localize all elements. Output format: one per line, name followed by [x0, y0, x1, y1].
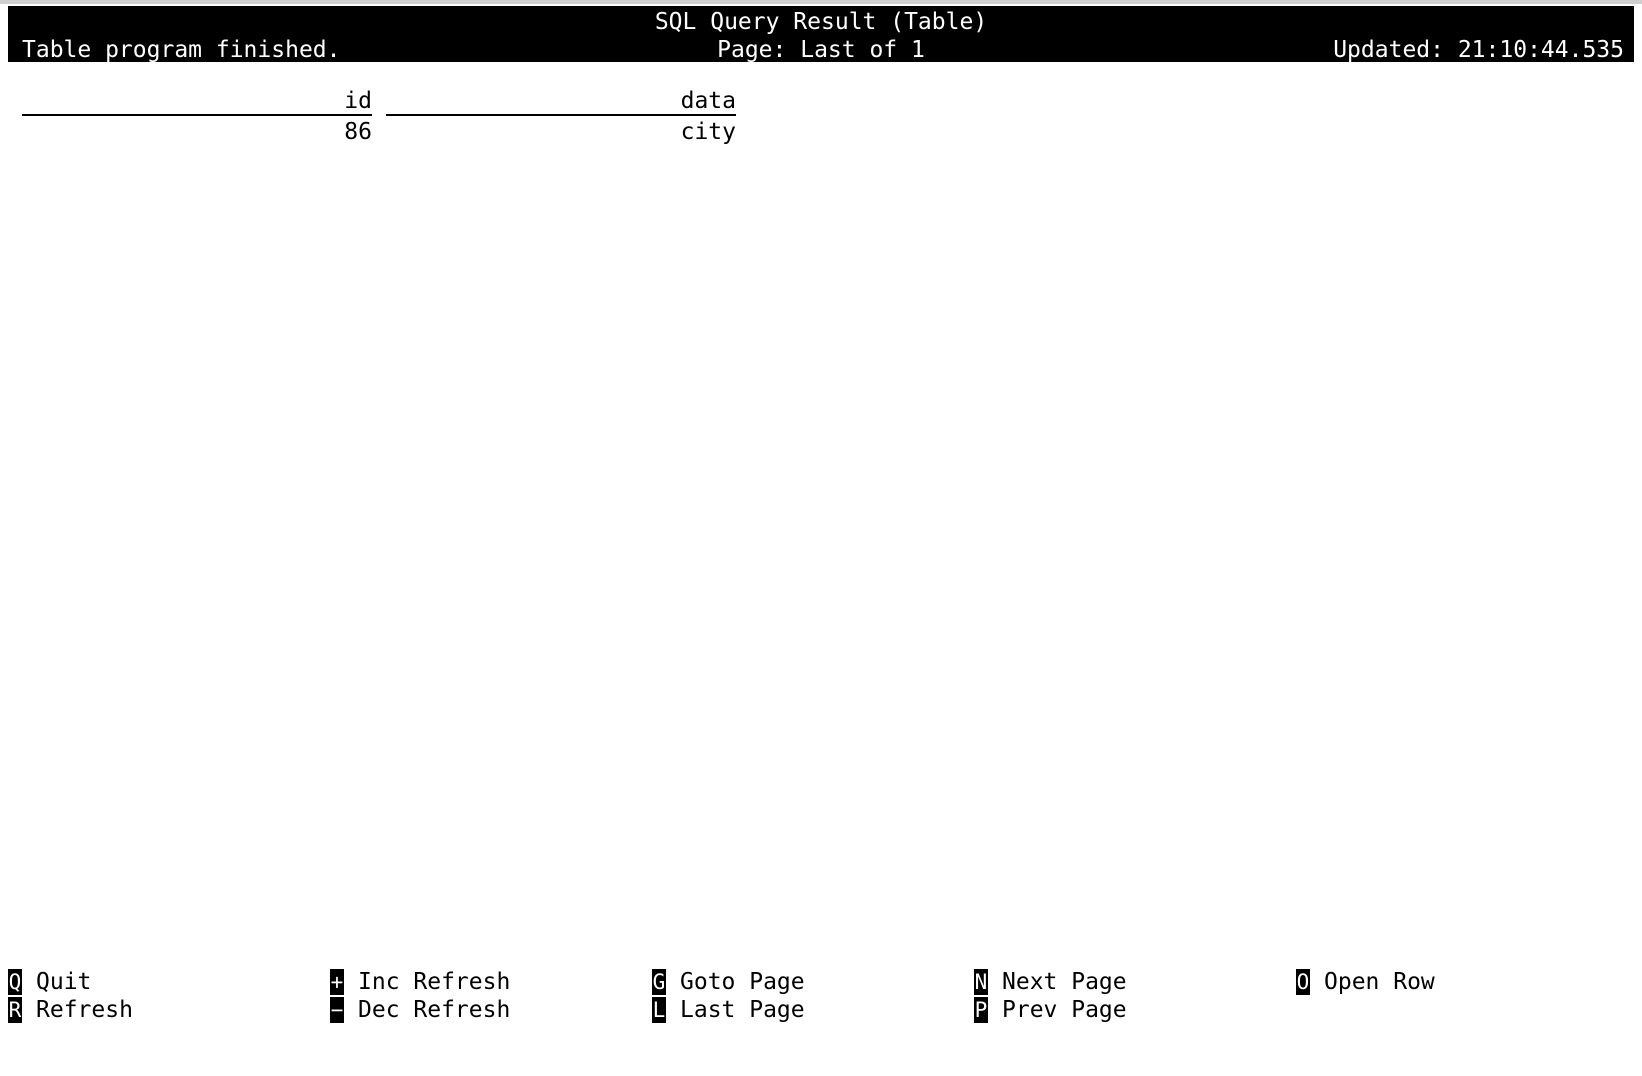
quit-label: Quit — [36, 969, 92, 995]
dec-refresh-command[interactable]: − Dec Refresh — [330, 996, 510, 1024]
window-title: SQL Query Result (Table) — [654, 9, 988, 35]
inc-refresh-label: Inc Refresh — [358, 969, 511, 995]
title-bar: SQL Query Result (Table) Table program f… — [8, 6, 1634, 63]
prev-page-key: P — [974, 997, 988, 1023]
inc-refresh-command[interactable]: + Inc Refresh — [330, 968, 510, 996]
window-top-border — [0, 0, 1642, 4]
open-row-label: Open Row — [1324, 969, 1435, 995]
refresh-command[interactable]: R Refresh — [8, 996, 133, 1024]
open-row-key: O — [1296, 969, 1310, 995]
quit-command[interactable]: Q Quit — [8, 968, 91, 996]
table-cell-data[interactable]: city — [680, 119, 736, 145]
prev-page-label: Prev Page — [1002, 997, 1127, 1023]
goto-page-key: G — [652, 969, 666, 995]
next-page-label: Next Page — [1002, 969, 1127, 995]
next-page-command[interactable]: N Next Page — [974, 968, 1127, 996]
refresh-label: Refresh — [36, 997, 133, 1023]
goto-page-label: Goto Page — [680, 969, 805, 995]
dec-refresh-key: − — [330, 997, 344, 1023]
dec-refresh-label: Dec Refresh — [358, 997, 511, 1023]
goto-page-command[interactable]: G Goto Page — [652, 968, 805, 996]
page-indicator: Page: Last of 1 — [717, 37, 925, 63]
last-page-label: Last Page — [680, 997, 805, 1023]
open-row-command[interactable]: O Open Row — [1296, 968, 1435, 996]
status-text: Table program finished. — [22, 37, 341, 63]
updated-timestamp: Updated: 21:10:44.535 — [1333, 37, 1624, 63]
inc-refresh-key: + — [330, 969, 344, 995]
prev-page-command[interactable]: P Prev Page — [974, 996, 1127, 1024]
last-page-command[interactable]: L Last Page — [652, 996, 805, 1024]
last-page-key: L — [652, 997, 666, 1023]
next-page-key: N — [974, 969, 988, 995]
table-cell-id[interactable]: 86 — [344, 119, 372, 145]
column-header-id: id — [22, 88, 372, 116]
quit-key: Q — [8, 969, 22, 995]
column-header-data: data — [386, 88, 736, 116]
refresh-key: R — [8, 997, 22, 1023]
